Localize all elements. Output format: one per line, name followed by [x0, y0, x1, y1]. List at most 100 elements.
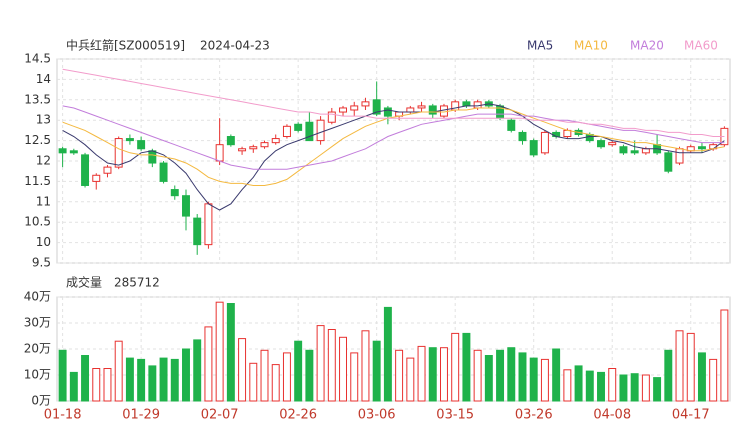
ma-line	[62, 103, 725, 211]
candle-body	[81, 154, 90, 186]
x-tick-label: 02-07	[201, 408, 239, 423]
volume-bar	[238, 338, 247, 402]
volume-bar	[193, 339, 202, 402]
x-tick-label: 04-17	[672, 408, 710, 423]
candle-body	[137, 140, 146, 150]
y-tick-label: 9.5	[32, 256, 51, 270]
volume-tick-label: 20万	[24, 342, 51, 356]
candle-body	[103, 166, 112, 174]
volume-bar	[114, 340, 123, 402]
volume-bar	[383, 306, 392, 402]
y-tick-label: 14.5	[24, 52, 51, 66]
candle-body	[641, 148, 650, 154]
x-tick-label: 02-26	[279, 408, 317, 423]
volume-title: 成交量	[66, 275, 102, 290]
chart-title: 中兵红箭[SZ000519]	[66, 38, 185, 53]
candle-body	[215, 144, 224, 162]
volume-bar	[574, 365, 583, 402]
candle-body	[204, 203, 213, 246]
volume-bar	[428, 347, 437, 402]
volume-bar	[182, 348, 190, 402]
volume-bar	[339, 336, 348, 402]
volume-bar	[653, 377, 662, 402]
volume-bar	[92, 368, 101, 402]
volume-bar	[395, 349, 404, 402]
x-tick-label: 01-18	[44, 408, 82, 423]
y-tick-label: 14	[36, 72, 51, 86]
candle-body	[282, 125, 291, 138]
chart-date: 2024-04-23	[200, 39, 270, 53]
candle-body	[529, 140, 538, 156]
x-tick-label: 01-29	[122, 408, 160, 423]
y-tick-label: 12	[36, 154, 51, 168]
volume-bar	[496, 349, 505, 402]
y-tick-label: 11.5	[24, 174, 51, 188]
volume-bar	[619, 374, 628, 402]
candle-body	[540, 131, 549, 154]
candle-body	[193, 217, 202, 246]
volume-bar	[215, 301, 224, 402]
volume-bar	[507, 347, 516, 402]
volume-bar	[81, 355, 90, 402]
candle-body	[406, 107, 415, 113]
ma-line	[62, 105, 725, 170]
legend-label: MA5	[527, 39, 553, 53]
candle-body	[226, 136, 235, 146]
candle-body	[327, 111, 336, 123]
candle-body	[148, 150, 157, 164]
volume-tick-label: 10万	[24, 368, 51, 382]
x-tick-label: 03-26	[515, 408, 553, 423]
volume-bar	[697, 352, 706, 402]
y-tick-label: 10.5	[24, 215, 51, 229]
candle-body	[507, 119, 516, 131]
volume-bar	[406, 357, 415, 402]
volume-bar	[473, 349, 482, 402]
volume-bar	[103, 368, 112, 402]
volume-bar	[226, 303, 235, 402]
volume-bar	[484, 355, 493, 402]
volume-bar	[641, 374, 650, 402]
volume-bar	[271, 364, 280, 402]
volume-tick-label: 0万	[31, 394, 51, 408]
y-tick-label: 11	[36, 194, 51, 208]
volume-bar	[417, 345, 426, 402]
candle-body	[114, 138, 123, 168]
candle-body	[428, 105, 437, 115]
volume-bar	[451, 332, 460, 402]
candle-body	[383, 107, 392, 117]
volume-bar	[260, 349, 269, 402]
candle-body	[58, 148, 67, 154]
volume-bar	[137, 358, 146, 402]
candle-body	[664, 152, 673, 172]
volume-bar	[439, 347, 448, 402]
legend-label: MA20	[630, 39, 664, 53]
candle-body	[182, 195, 190, 217]
volume-bar	[563, 369, 572, 402]
volume-bar	[249, 362, 258, 402]
candle-body	[305, 121, 314, 142]
candle-body	[552, 131, 561, 138]
candle-body	[339, 107, 348, 113]
volume-bar	[170, 358, 179, 402]
volume-bar	[372, 340, 381, 402]
candle-body	[473, 101, 482, 109]
candle-body	[350, 105, 359, 111]
candle-body	[125, 138, 134, 142]
candle-body	[630, 150, 639, 154]
volume-bar	[316, 325, 325, 402]
candle-body	[417, 105, 426, 109]
candle-body	[361, 101, 370, 107]
candle-body	[597, 140, 605, 148]
candle-body	[608, 142, 617, 146]
volume-bar	[675, 330, 684, 402]
volume-bar	[148, 365, 157, 402]
volume-bar	[540, 358, 549, 402]
volume-bar	[585, 370, 594, 402]
volume-bar	[361, 330, 370, 402]
candle-body	[518, 131, 527, 142]
candle-body	[316, 119, 325, 142]
ma-line	[62, 107, 725, 186]
y-tick-label: 13.5	[24, 92, 51, 106]
candle-body	[697, 146, 706, 150]
candle-body	[170, 189, 179, 197]
